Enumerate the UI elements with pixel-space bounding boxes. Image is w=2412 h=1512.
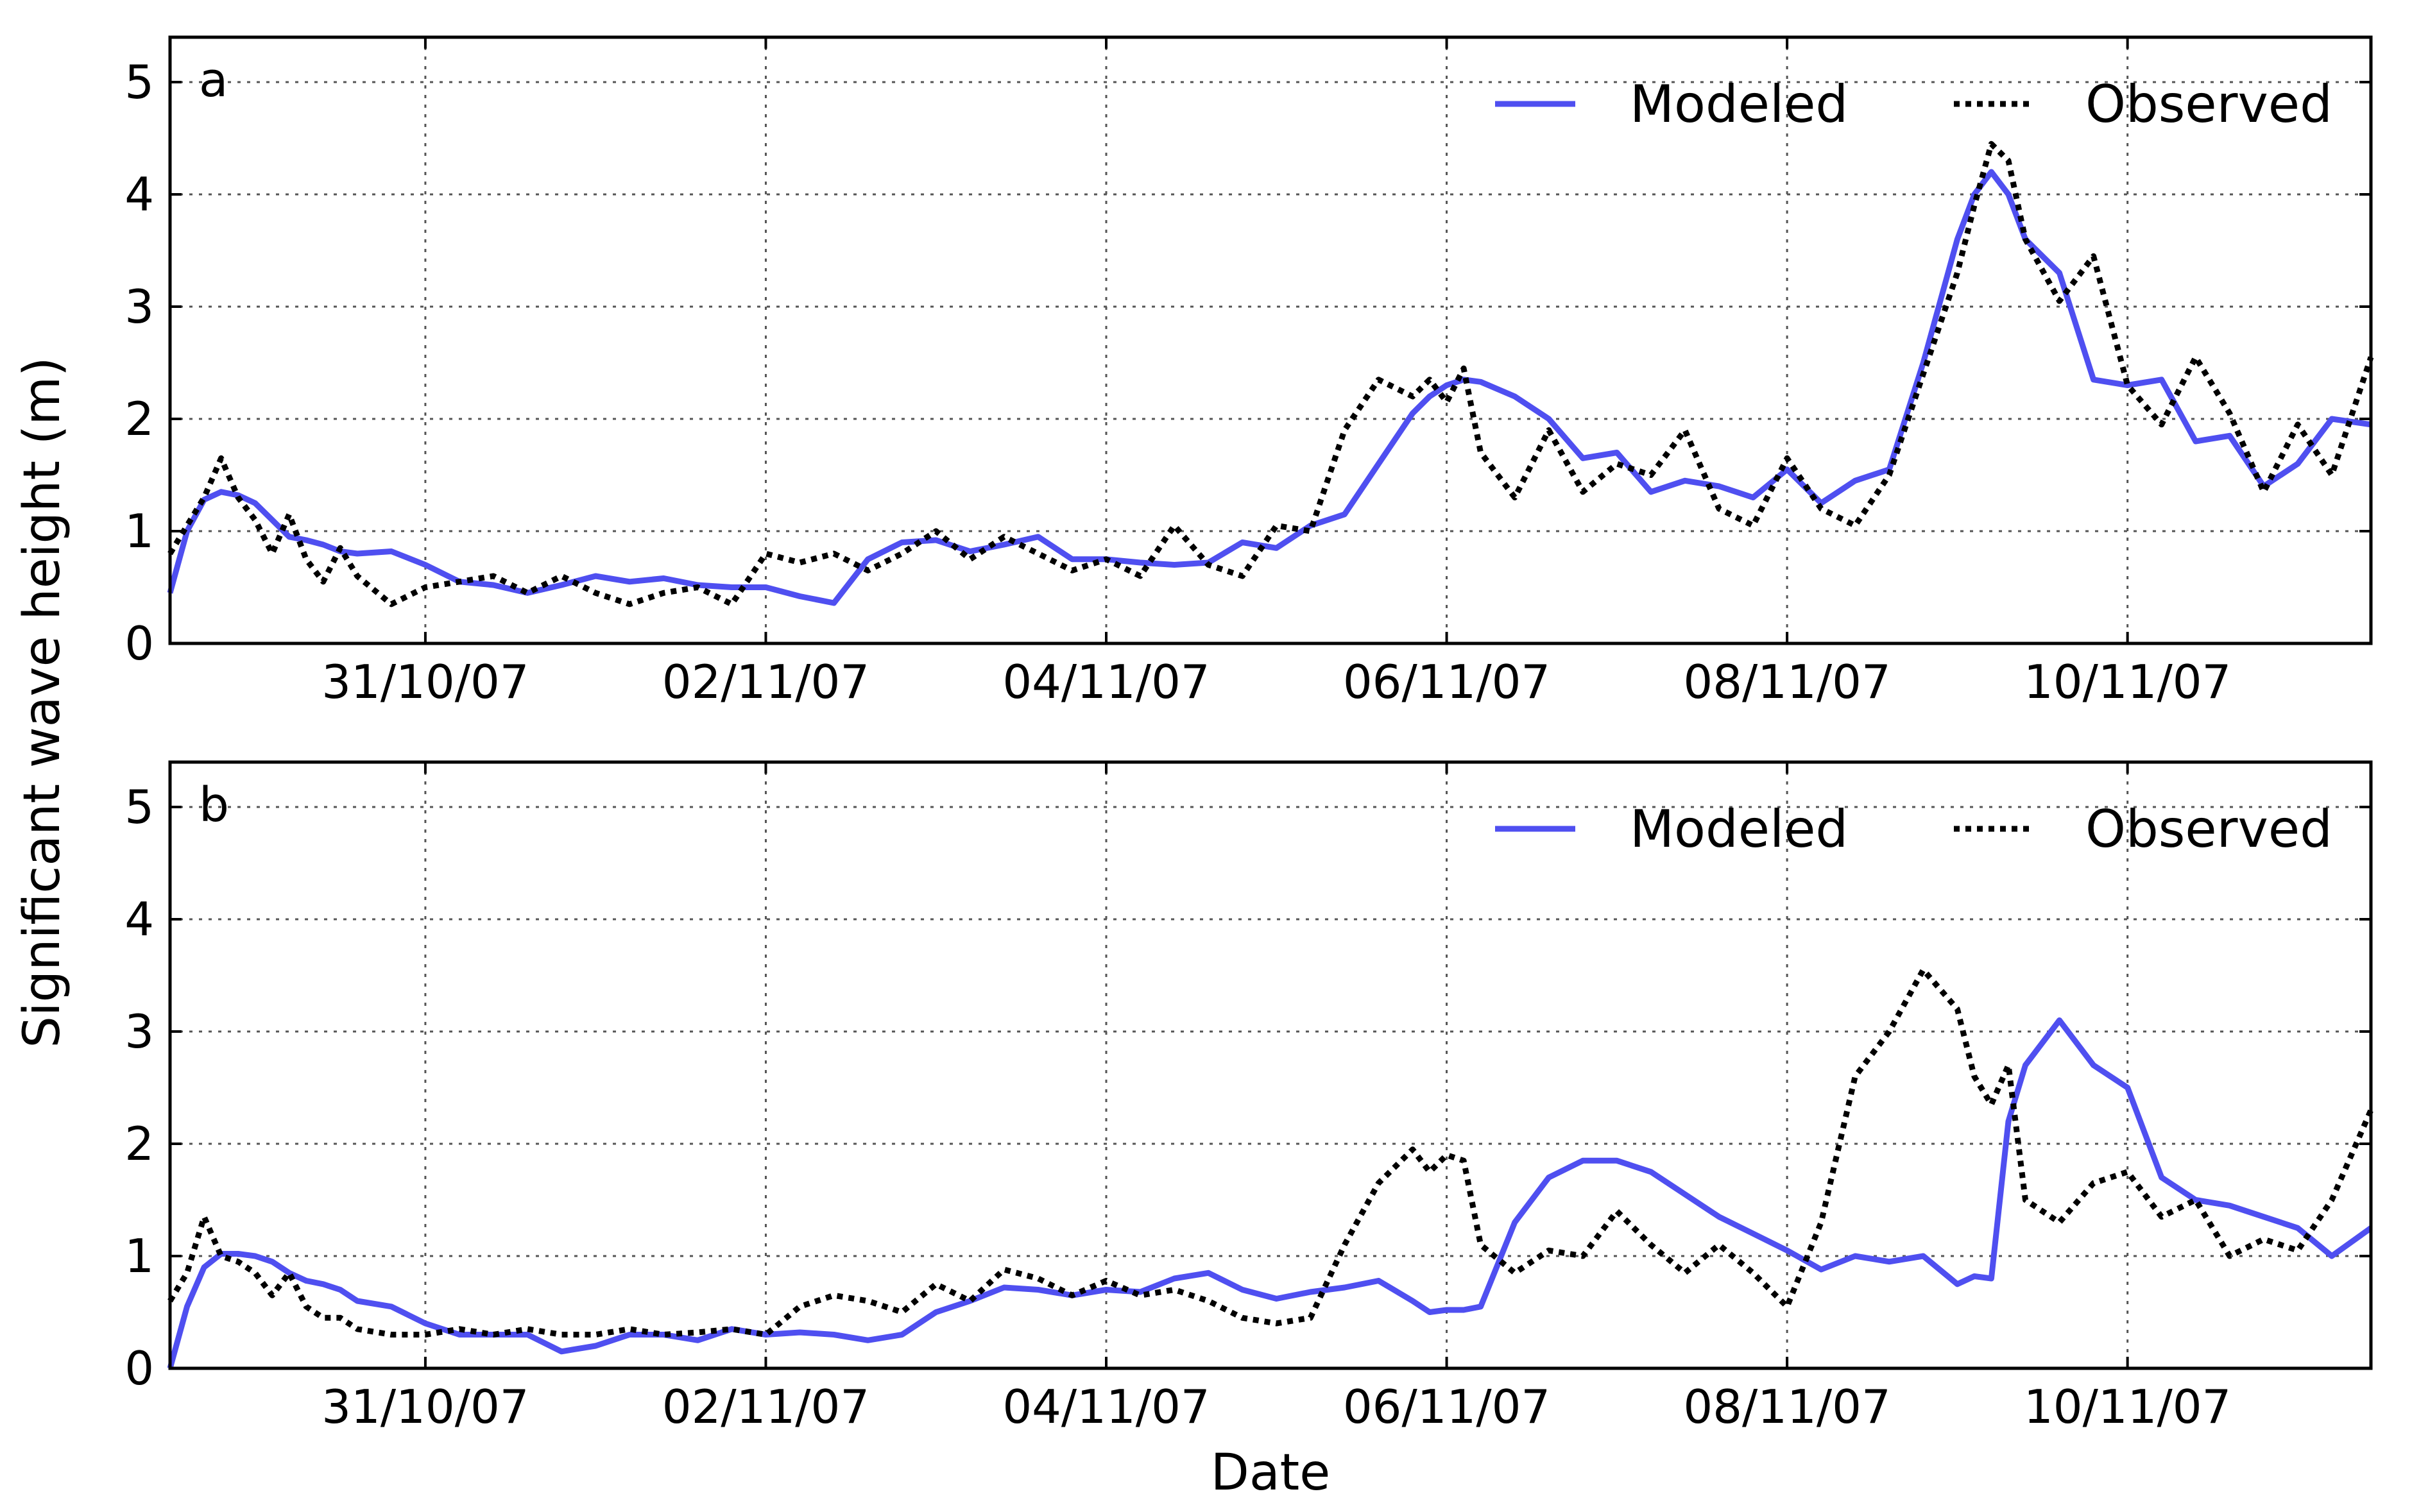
panel-b-ytick-label: 2	[124, 1117, 154, 1171]
panel-b-xtick-label: 04/11/07	[1002, 1380, 1210, 1434]
panel-a-frame	[168, 35, 2373, 645]
panel-a-xtick-label: 08/11/07	[1683, 655, 1890, 709]
panel-b-xtick-label: 31/10/07	[321, 1380, 529, 1434]
panel-a-ytick-label: 2	[124, 392, 154, 446]
panel-b-xtick-label: 10/11/07	[2024, 1380, 2231, 1434]
panel-b-series-observed	[167, 967, 2374, 1338]
y-axis-label: Significant wave height (m)	[13, 357, 71, 1048]
panel-b-legend: Modeled Observed	[1495, 799, 2332, 859]
panel-b-ticks: 0 1 2 3 4 5 31/10/07 02/11/07 04/11/07 06/11/07 08…	[124, 762, 2371, 1434]
panel-b-series-modeled	[167, 1017, 2373, 1370]
panel-a-xtick-label: 10/11/07	[2024, 655, 2231, 709]
panel-b-series	[167, 967, 2374, 1370]
panel-a-ytick-label: 0	[124, 616, 154, 670]
legend-modeled-label: Modeled	[1630, 74, 1848, 134]
panel-a-ytick-label: 4	[124, 167, 154, 221]
panel-a-ytick-label: 1	[124, 504, 154, 558]
panel-b-xtick-label: 08/11/07	[1683, 1380, 1890, 1434]
panel-a-xtick-label: 02/11/07	[662, 655, 869, 709]
panel-a-xtick-label: 06/11/07	[1343, 655, 1550, 709]
x-axis-label: Date	[1211, 1444, 1330, 1502]
panel-a-xtick-label: 04/11/07	[1002, 655, 1210, 709]
panel-b-ytick-label: 1	[124, 1229, 154, 1283]
panel-b-xtick-label: 02/11/07	[662, 1380, 869, 1434]
panel-b-ytick-label: 3	[124, 1005, 154, 1058]
panel-a-ticks: 0 1 2 3 4 5 31/10/07 02/11/07 04/11/07 06/11/07 08…	[124, 37, 2371, 709]
panel-b-label: b	[199, 777, 229, 833]
panel-b: 0 1 2 3 4 5 31/10/07 02/11/07 04/11/07 06/11/07 08…	[124, 760, 2374, 1434]
panel-a-label: a	[199, 53, 228, 108]
panel-b-xtick-label: 06/11/07	[1343, 1380, 1550, 1434]
panel-a-ytick-label: 3	[124, 280, 154, 334]
panel-b-ytick-label: 4	[124, 892, 154, 946]
legend-observed-label: Observed	[2085, 799, 2332, 859]
panel-a-ytick-label: 5	[124, 55, 154, 109]
legend-observed-label: Observed	[2085, 74, 2332, 134]
panel-b-ytick-label: 5	[124, 780, 154, 834]
panel-a-series-observed	[167, 140, 2374, 607]
panel-a-xtick-label: 31/10/07	[321, 655, 529, 709]
panel-a-series-modeled	[167, 169, 2372, 606]
panel-a-legend: Modeled Observed	[1495, 74, 2332, 134]
panel-b-frame	[168, 760, 2373, 1370]
legend-modeled-label: Modeled	[1630, 799, 1848, 859]
panel-a: 0 1 2 3 4 5 31/10/07 02/11/07 04/11/07 06/11/07 08…	[124, 35, 2374, 709]
panel-a-series	[167, 140, 2374, 607]
panel-b-ytick-label: 0	[124, 1341, 154, 1395]
